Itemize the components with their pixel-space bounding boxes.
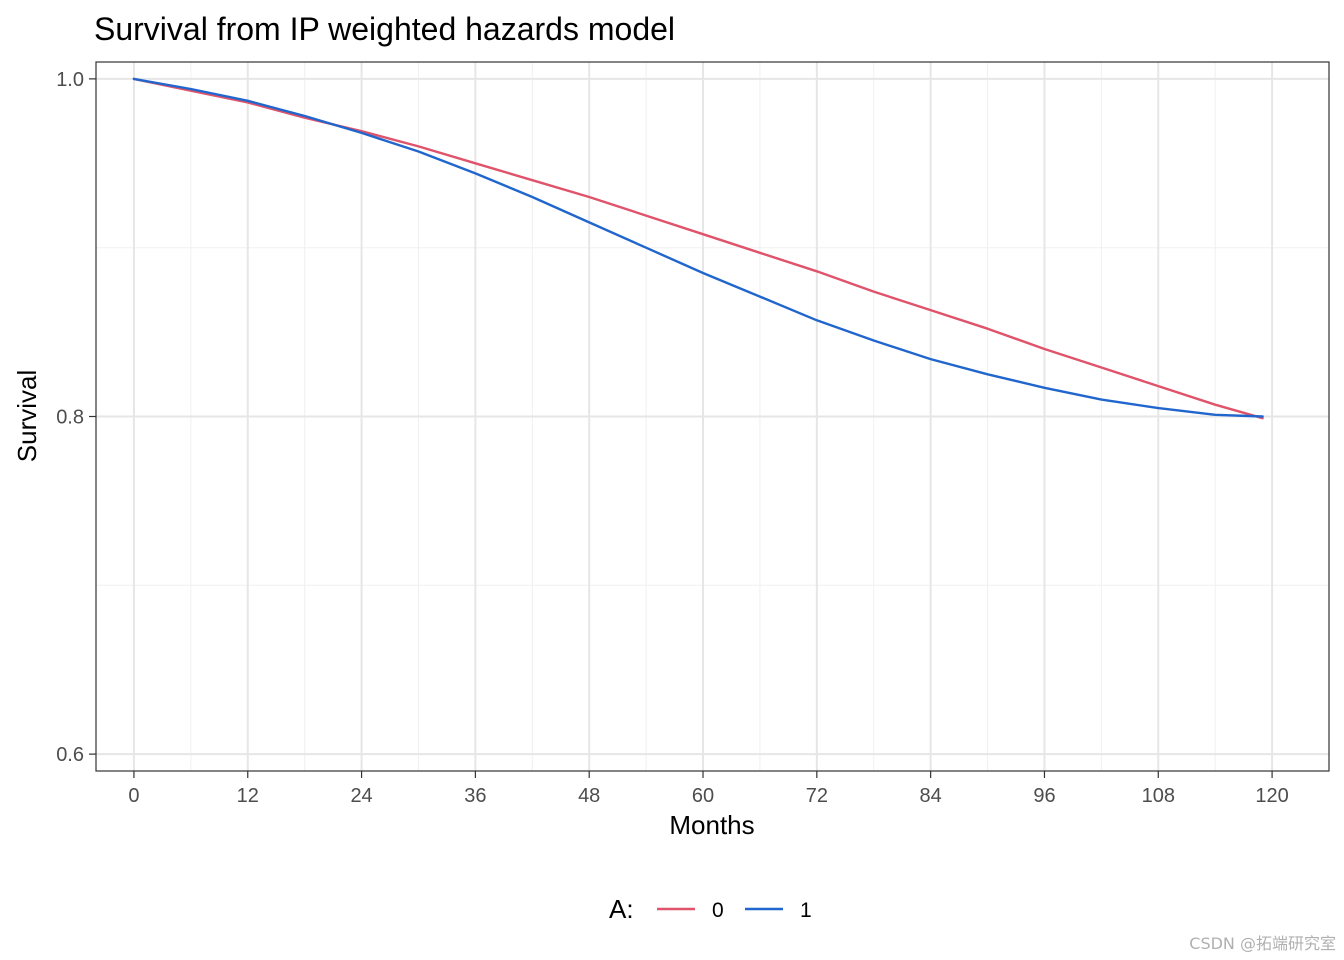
x-tick-label: 108 [1142,785,1175,807]
y-axis: 0.6 0.8 1.0 [56,69,96,766]
x-tick-label: 12 [237,785,259,807]
legend-label-series-1: 1 [800,899,812,922]
legend-label-series-0: 0 [712,899,724,922]
legend-title: A: [609,894,634,924]
x-tick-label: 120 [1255,785,1288,807]
y-tick-label: 1.0 [56,69,84,91]
y-axis-title: Survival [12,370,42,462]
grid-lines [96,62,1329,771]
y-tick-label: 0.8 [56,407,84,429]
x-axis: 0 12 24 36 48 60 72 84 96 108 120 [128,771,1289,807]
legend: A: 0 1 [609,894,812,924]
series-line-1 [132,77,1264,418]
x-tick-label: 60 [692,785,714,807]
y-tick-label: 0.6 [56,744,84,766]
x-tick-label: 36 [464,785,486,807]
x-tick-label: 84 [920,785,942,807]
x-tick-label: 72 [806,785,828,807]
chart-title: Survival from IP weighted hazards model [94,11,675,47]
x-axis-title: Months [669,810,754,840]
series-layer [132,77,1264,420]
x-tick-label: 96 [1033,785,1055,807]
x-tick-label: 24 [350,785,372,807]
x-tick-label: 48 [578,785,600,807]
x-tick-label: 0 [128,785,139,807]
watermark: CSDN @拓端研究室 [1189,934,1336,953]
